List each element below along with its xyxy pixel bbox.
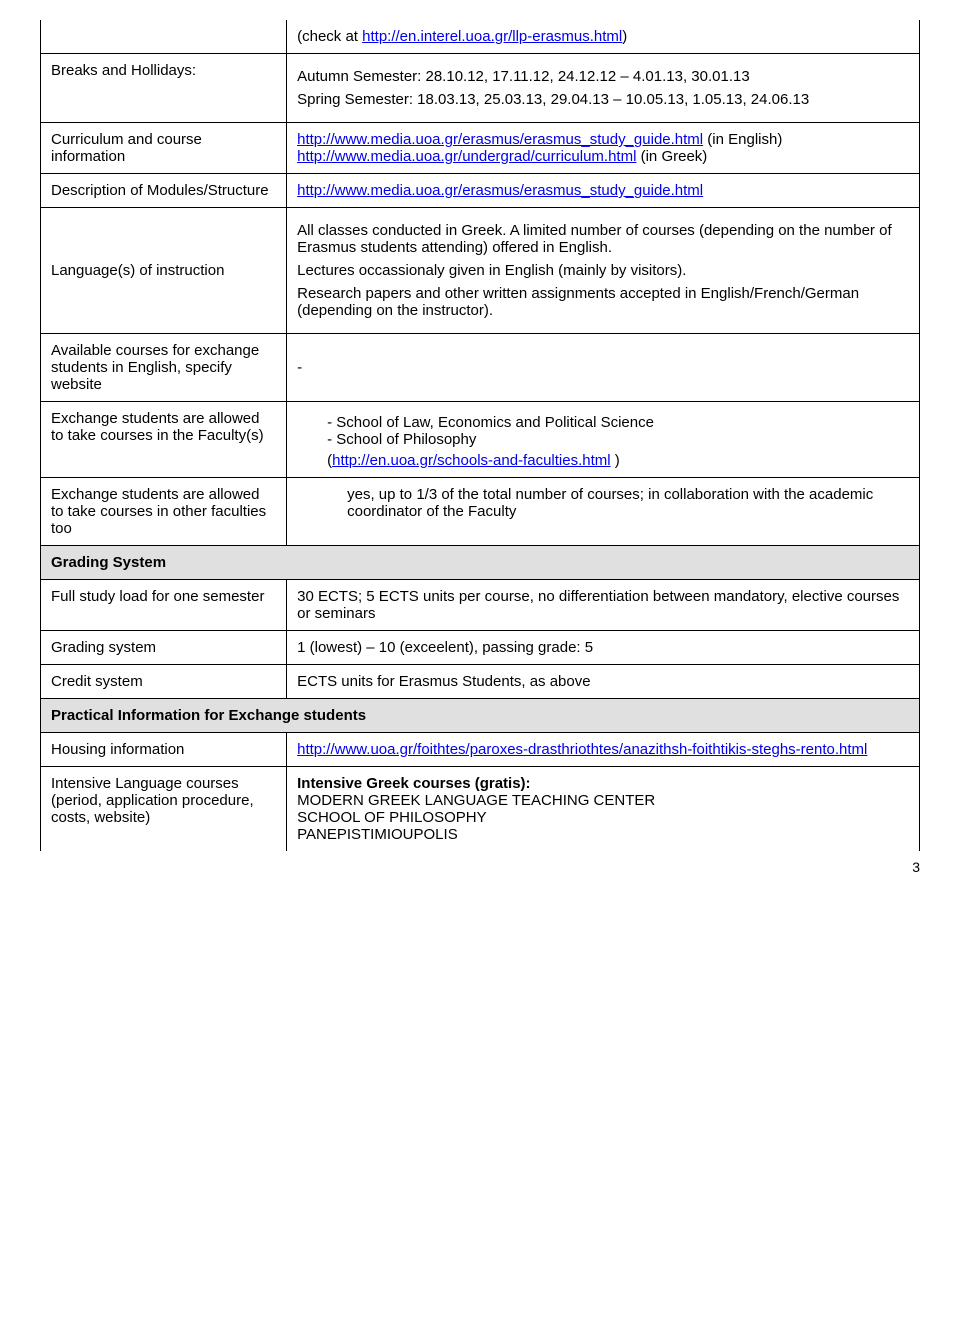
- intensive-label: Intensive Language courses (period, appl…: [41, 767, 287, 852]
- available-courses-value: -: [287, 334, 920, 402]
- full-load-value: 30 ECTS; 5 ECTS units per course, no dif…: [287, 580, 920, 631]
- curriculum-after-2: (in Greek): [636, 148, 707, 165]
- empty-cell: [41, 20, 287, 54]
- language-value: All classes conducted in Greek. A limite…: [287, 208, 920, 334]
- breaks-value: Autumn Semester: 28.10.12, 17.11.12, 24.…: [287, 54, 920, 123]
- modules-link[interactable]: http://www.media.uoa.gr/erasmus/erasmus_…: [297, 182, 703, 199]
- page-number: 3: [40, 859, 920, 875]
- intensive-l2: SCHOOL OF PHILOSOPHY: [297, 809, 487, 826]
- grading-system-header: Grading System: [41, 546, 920, 580]
- breaks-label: Breaks and Hollidays:: [41, 54, 287, 123]
- allowed-faculty-item-2: School of Philosophy: [327, 431, 909, 448]
- lang-p3: Research papers and other written assign…: [297, 285, 909, 319]
- curriculum-link-2[interactable]: http://www.media.uoa.gr/undergrad/curric…: [297, 148, 636, 165]
- available-courses-label: Available courses for exchange students …: [41, 334, 287, 402]
- check-cell: (check at http://en.interel.uoa.gr/llp-e…: [287, 20, 920, 54]
- modules-value: http://www.media.uoa.gr/erasmus/erasmus_…: [287, 174, 920, 208]
- intensive-bold: Intensive Greek courses (gratis):: [297, 775, 530, 792]
- curriculum-link-1[interactable]: http://www.media.uoa.gr/erasmus/erasmus_…: [297, 131, 703, 148]
- lang-p1: All classes conducted in Greek. A limite…: [297, 222, 909, 256]
- info-table: (check at http://en.interel.uoa.gr/llp-e…: [40, 20, 920, 851]
- allowed-other-label: Exchange students are allowed to take co…: [41, 478, 287, 546]
- credit-system-label: Credit system: [41, 665, 287, 699]
- housing-value: http://www.uoa.gr/foithtes/paroxes-drast…: [287, 733, 920, 767]
- allowed-faculty-value: School of Law, Economics and Political S…: [287, 402, 920, 478]
- housing-link[interactable]: http://www.uoa.gr/foithtes/paroxes-drast…: [297, 741, 867, 758]
- allowed-faculty-item-1: School of Law, Economics and Political S…: [327, 414, 909, 431]
- full-load-label: Full study load for one semester: [41, 580, 287, 631]
- allowed-faculty-link[interactable]: http://en.uoa.gr/schools-and-faculties.h…: [332, 452, 610, 469]
- grading-system-value: 1 (lowest) – 10 (exceelent), passing gra…: [287, 631, 920, 665]
- grading-system-label: Grading system: [41, 631, 287, 665]
- intensive-l1: MODERN GREEK LANGUAGE TEACHING CENTER: [297, 792, 655, 809]
- allowed-other-value: yes, up to 1/3 of the total number of co…: [287, 478, 920, 546]
- lang-p2: Lectures occassionaly given in English (…: [297, 262, 909, 279]
- curriculum-label: Curriculum and course information: [41, 123, 287, 174]
- breaks-line1: Autumn Semester: 28.10.12, 17.11.12, 24.…: [297, 68, 909, 85]
- check-pre: (check at: [297, 28, 362, 45]
- curriculum-value: http://www.media.uoa.gr/erasmus/erasmus_…: [287, 123, 920, 174]
- allowed-faculty-paren-close: ): [611, 452, 620, 469]
- credit-system-value: ECTS units for Erasmus Students, as abov…: [287, 665, 920, 699]
- allowed-faculty-label: Exchange students are allowed to take co…: [41, 402, 287, 478]
- language-label: Language(s) of instruction: [41, 208, 287, 334]
- check-post: ): [622, 28, 627, 45]
- curriculum-after-1: (in English): [703, 131, 782, 148]
- modules-label: Description of Modules/Structure: [41, 174, 287, 208]
- check-link[interactable]: http://en.interel.uoa.gr/llp-erasmus.htm…: [362, 28, 622, 45]
- breaks-line2: Spring Semester: 18.03.13, 25.03.13, 29.…: [297, 91, 909, 108]
- intensive-l3: PANEPISTIMIOUPOLIS: [297, 826, 458, 843]
- practical-info-header: Practical Information for Exchange stude…: [41, 699, 920, 733]
- intensive-value: Intensive Greek courses (gratis): MODERN…: [287, 767, 920, 852]
- allowed-other-text: yes, up to 1/3 of the total number of co…: [297, 486, 909, 520]
- housing-label: Housing information: [41, 733, 287, 767]
